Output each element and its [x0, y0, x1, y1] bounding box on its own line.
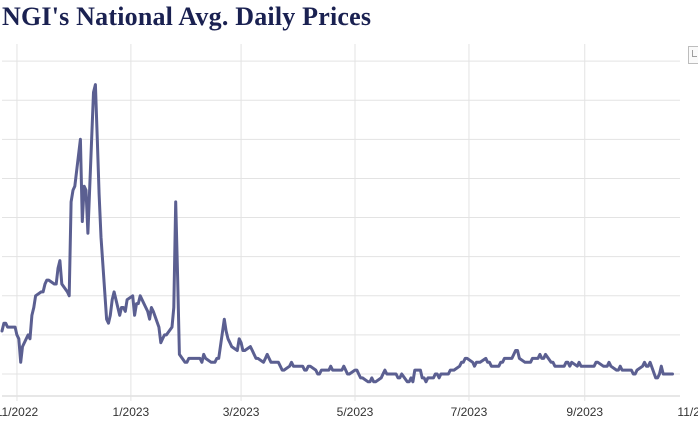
x-tick-label: 7/2023 — [451, 405, 488, 419]
x-tick-label: 11/2023 — [677, 405, 698, 419]
horizontal-gridlines — [2, 60, 680, 397]
vertical-gridlines — [16, 44, 586, 401]
export-menu-icon[interactable] — [688, 46, 698, 64]
x-tick-label: 11/2022 — [0, 405, 39, 419]
series-line — [0, 83, 674, 384]
x-tick-label: 9/2023 — [566, 405, 603, 419]
x-tick-label: 5/2023 — [337, 405, 374, 419]
chart-title: NGI's National Avg. Daily Prices — [2, 2, 372, 31]
x-tick-label: 3/2023 — [223, 405, 260, 419]
x-axis-ticks: 11/2022 1/2023 3/2023 5/2023 7/2023 9/2023 11/… — [0, 405, 698, 419]
x-tick-label: 1/2023 — [113, 405, 150, 419]
series-layer — [0, 83, 674, 384]
